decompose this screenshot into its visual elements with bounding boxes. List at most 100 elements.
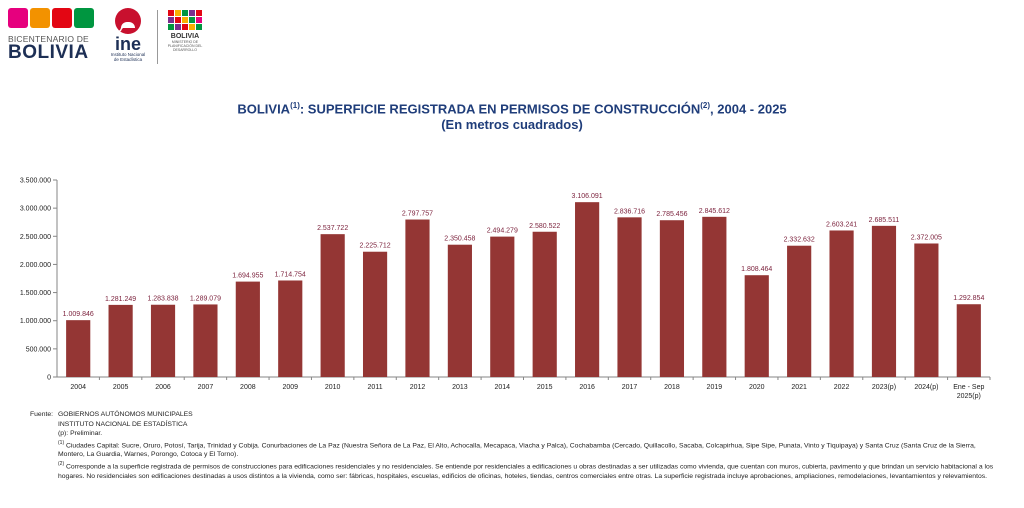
- data-label: 1.808.464: [741, 266, 772, 273]
- title-country: BOLIVIA: [237, 101, 291, 117]
- data-label: 1.283.838: [147, 296, 178, 303]
- data-label: 2.603.241: [826, 221, 857, 228]
- x-tick-label: 2006: [155, 384, 171, 391]
- bar: [787, 245, 812, 377]
- y-tick-label: 3.000.000: [20, 206, 51, 213]
- y-tick-label: 1.000.000: [20, 318, 51, 325]
- bar: [108, 304, 133, 377]
- x-tick-label: 2021: [791, 384, 807, 391]
- data-label: 2.785.456: [656, 211, 687, 218]
- bar: [532, 231, 557, 377]
- data-label: 2.537.722: [317, 225, 348, 232]
- x-tick-label: 2004: [70, 384, 86, 391]
- ine-sub-2: de Estadística: [113, 57, 143, 62]
- x-tick-label: 2008: [240, 384, 256, 391]
- y-tick-label: 3.500.000: [20, 178, 51, 185]
- x-tick-label: 2018: [664, 384, 680, 391]
- y-tick-label: 2.000.000: [20, 262, 51, 269]
- x-tick-label: 2022: [834, 384, 850, 391]
- bar: [278, 280, 303, 377]
- note-2: (2) Corresponde a la superficie registra…: [58, 460, 1000, 481]
- data-label: 2.836.716: [614, 208, 645, 215]
- data-label: 1.694.955: [232, 273, 263, 280]
- x-tick-label: 2016: [579, 384, 595, 391]
- x-tick-label: 2009: [282, 384, 298, 391]
- data-label: 2.685.511: [869, 217, 900, 224]
- x-tick-label: 2011: [368, 384, 383, 391]
- source-label: Fuente:: [30, 411, 54, 418]
- x-tick-label: 2017: [622, 384, 638, 391]
- bicentenario-icon-4: [74, 8, 94, 28]
- note-1: (1) Ciudades Capital: Sucre, Oruro, Poto…: [58, 439, 1000, 460]
- bicentenario-icons: [8, 8, 100, 28]
- x-tick-label: 2013: [452, 384, 468, 391]
- x-tick-label: 2023(p): [872, 384, 896, 391]
- ine-word: ine: [114, 34, 141, 54]
- bar: [405, 219, 430, 377]
- bar: [235, 281, 260, 377]
- bar: [575, 202, 600, 377]
- bar: [447, 244, 472, 377]
- bicentenario-icon-3: [52, 8, 72, 28]
- data-label: 1.292.854: [953, 295, 984, 302]
- x-tick-label: 2025(p): [957, 393, 981, 400]
- x-tick-label: 2024(p): [914, 384, 938, 391]
- data-label: 2.350.458: [444, 236, 475, 243]
- bicentenario-top-text: BICENTENARIO DE: [8, 34, 89, 44]
- bar: [956, 304, 981, 377]
- y-tick-label: 500.000: [26, 346, 51, 353]
- ministry-emblem-icon: [162, 10, 208, 30]
- bar: [914, 243, 939, 377]
- bar: [362, 251, 388, 377]
- ministry-logo: BOLIVIA MINISTERIO DE PLANIFICACIÓN DEL …: [162, 8, 208, 68]
- x-tick-label: 2005: [113, 384, 129, 391]
- y-tick-label: 1.500.000: [20, 290, 51, 297]
- note-2-text: Corresponde a la superficie registrada d…: [58, 463, 994, 480]
- ine-sub-1: Instituto Nacional: [110, 52, 146, 57]
- x-tick-label: 2012: [410, 384, 426, 391]
- note-preliminary: (p): Preliminar.: [58, 430, 103, 437]
- data-label: 2.225.712: [359, 243, 390, 250]
- title-sup-2: (2): [700, 101, 711, 110]
- chart-title: BOLIVIA(1): SUPERFICIE REGISTRADA EN PER…: [0, 98, 1024, 133]
- x-tick-label: Ene - Sep: [953, 384, 984, 391]
- note-2-sup: (2): [58, 460, 65, 467]
- bicentenario-logo: BICENTENARIO DE BOLIVIA: [8, 8, 100, 66]
- x-tick-label: 2010: [325, 384, 341, 391]
- bar: [150, 304, 176, 377]
- title-sup-1: (1): [290, 101, 300, 110]
- data-label: 1.009.846: [63, 311, 94, 318]
- title-main: : SUPERFICIE REGISTRADA EN PERMISOS DE C…: [299, 101, 701, 117]
- data-label: 1.281.249: [105, 296, 136, 303]
- data-label: 2.797.757: [402, 211, 433, 218]
- logo-divider: [157, 10, 158, 64]
- chart-notes: Fuente: GOBIERNOS AUTÓNOMOS MUNICIPALES …: [30, 410, 1000, 481]
- ine-logo: ine Instituto Nacional de Estadística: [106, 8, 150, 68]
- y-tick-label: 0: [47, 375, 51, 382]
- bar: [193, 304, 218, 377]
- chart-title-line1: BOLIVIA(1): SUPERFICIE REGISTRADA EN PER…: [0, 98, 1024, 117]
- bicentenario-icon-1: [8, 8, 28, 28]
- data-label: 2.372.005: [911, 234, 942, 241]
- x-tick-label: 2019: [707, 384, 723, 391]
- bar: [744, 275, 769, 377]
- bar: [617, 217, 642, 377]
- source-line-1: GOBIERNOS AUTÓNOMOS MUNICIPALES: [58, 411, 193, 418]
- data-label: 2.494.279: [487, 228, 518, 235]
- note-1-sup: (1): [58, 439, 65, 446]
- x-tick-label: 2014: [495, 384, 511, 391]
- bar: [320, 234, 345, 377]
- title-years: , 2004 - 2025: [710, 101, 787, 117]
- bar: [66, 320, 91, 377]
- data-label: 1.289.079: [190, 295, 221, 302]
- bicentenario-main-text: BOLIVIA: [8, 42, 89, 63]
- data-label: 1.714.754: [275, 271, 306, 278]
- bar: [871, 225, 897, 377]
- bar: [829, 230, 854, 377]
- data-label: 2.580.522: [529, 223, 560, 230]
- data-label: 3.106.091: [572, 193, 603, 200]
- y-tick-label: 2.500.000: [20, 234, 51, 241]
- ministry-main-text: BOLIVIA: [170, 33, 200, 40]
- bicentenario-icon-2: [30, 8, 50, 28]
- ine-emblem-icon: [115, 8, 141, 34]
